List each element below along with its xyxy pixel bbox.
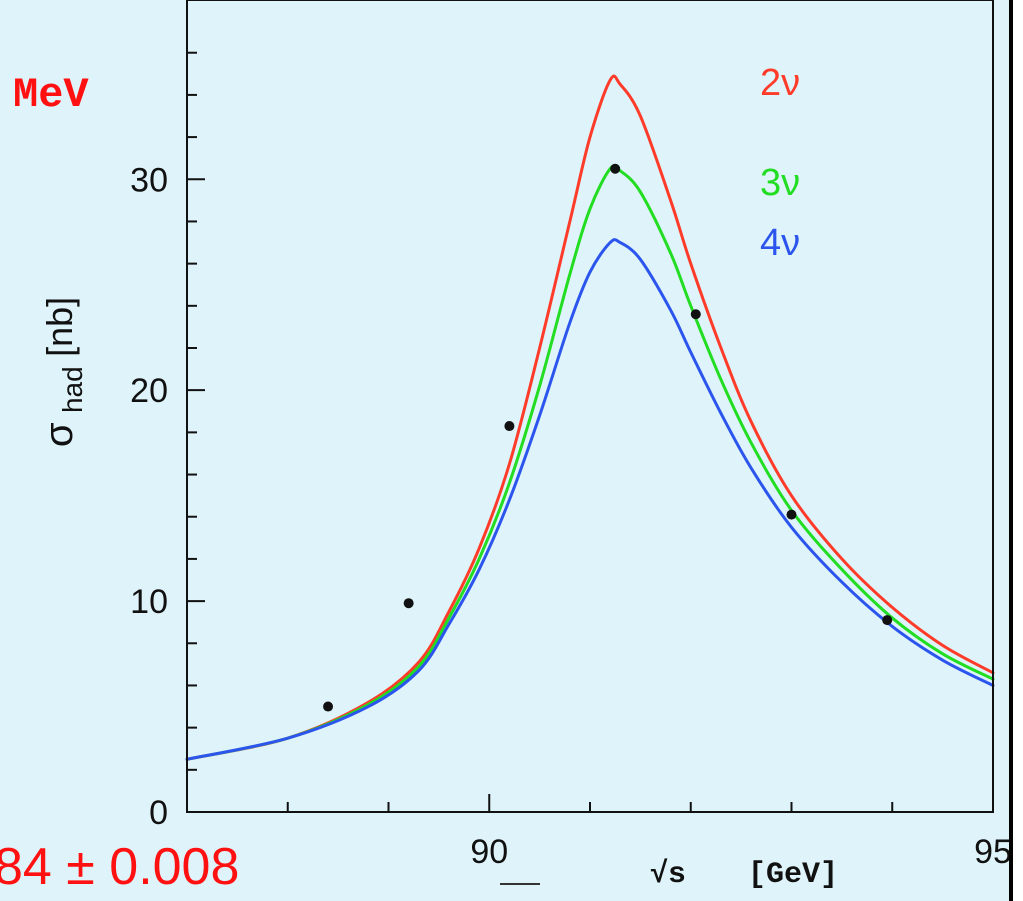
measurement-point-1 (323, 701, 334, 712)
legend-label-4nu: 4ν (760, 222, 800, 264)
overlay-unit-fragment: MeV (13, 71, 89, 119)
series-line-2nu (185, 74, 995, 761)
y-tick-label-0: 0 (149, 794, 168, 832)
y-axis-label-unit: [nb] (39, 297, 80, 357)
theory-curves (185, 74, 995, 761)
x-tick-label-95: 95 (974, 833, 1012, 871)
x-tick-label-90: 90 (470, 833, 508, 871)
series-line-3nu (185, 164, 995, 761)
y-axis-label: σ had [nb] (37, 297, 90, 447)
measurement-point-3 (504, 421, 515, 432)
measurement-point-6 (786, 509, 797, 520)
plot-frame (186, 0, 994, 813)
measurement-point-7 (882, 615, 893, 626)
measurement-point-2 (403, 598, 414, 609)
measurement-point-4 (610, 163, 621, 174)
y-axis-label-main: σ (37, 422, 81, 447)
legend-label-2nu: 2ν (760, 62, 800, 104)
right-margin (1011, 0, 1023, 901)
legend-label-3nu: 3ν (760, 162, 800, 204)
y-axis-label-sub: had (57, 366, 88, 413)
x-axis-label-symbol: √s (650, 858, 686, 892)
measurement-points (323, 163, 893, 712)
y-tick-label-30: 30 (130, 161, 168, 199)
x-axis-label-unit: [GeV] (748, 858, 838, 892)
series-line-4nu (185, 238, 995, 761)
y-tick-label-10: 10 (130, 583, 168, 621)
overlay-value-fragment: 84 ± 0.008 (0, 838, 239, 896)
measurement-point-5 (690, 309, 701, 320)
tick-labels: 90 95 0 10 20 30 (130, 161, 1012, 871)
y-tick-label-20: 20 (130, 372, 168, 410)
legend: 2ν 3ν 4ν (760, 62, 800, 264)
